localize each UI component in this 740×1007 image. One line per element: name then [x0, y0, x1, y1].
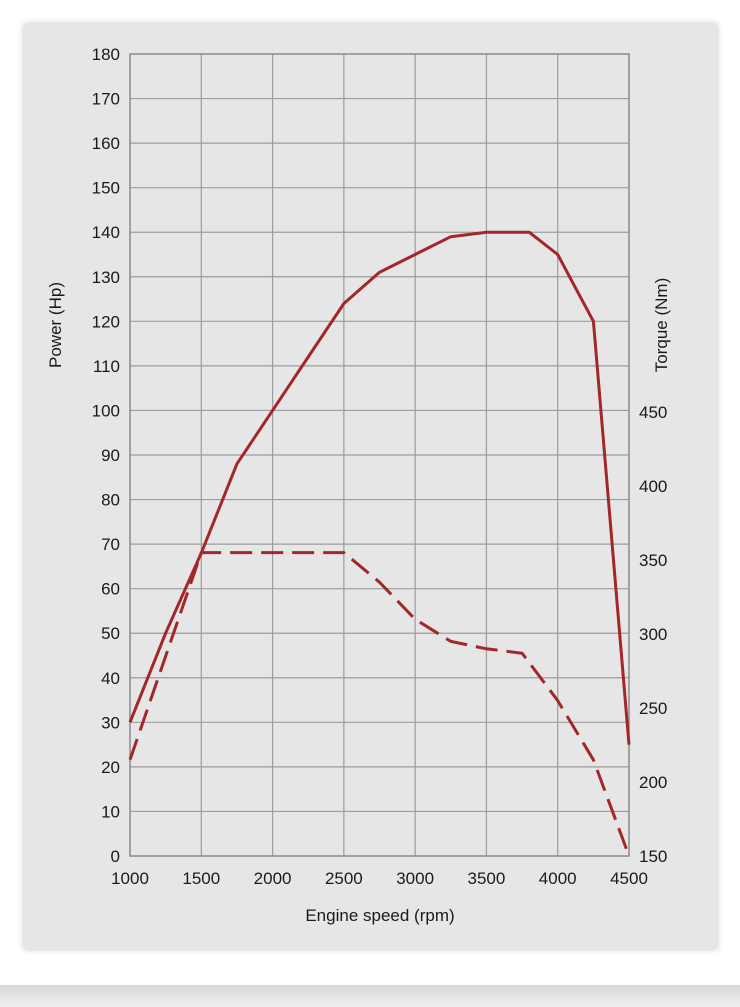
y-tick-label: 140: [92, 223, 120, 242]
y-tick-label: 20: [101, 758, 120, 777]
y2-tick-label: 350: [639, 551, 667, 570]
y-tick-label: 90: [101, 446, 120, 465]
y-tick-label: 150: [92, 179, 120, 198]
y-tick-label: 0: [111, 847, 120, 866]
bottom-strip: [0, 985, 740, 1007]
x-tick-label: 1500: [182, 869, 220, 888]
y2-tick-label: 250: [639, 699, 667, 718]
x-tick-label: 2500: [325, 869, 363, 888]
y-tick-label: 70: [101, 535, 120, 554]
y2-tick-label: 150: [639, 847, 667, 866]
y2-tick-label: 450: [639, 403, 667, 422]
y-tick-label: 170: [92, 90, 120, 109]
y2-tick-label: 200: [639, 773, 667, 792]
x-tick-label: 1000: [111, 869, 149, 888]
y-tick-label: 80: [101, 491, 120, 510]
torque-line: [128, 551, 631, 857]
power-line: [128, 230, 631, 745]
x-tick-label: 2000: [254, 869, 292, 888]
engine-performance-chart: 0 10 20 30 40 50 60 70 80 90 100 110 120 130 140 150 160…: [46, 45, 671, 925]
x-tick-label: 3000: [396, 869, 434, 888]
y-tick-label: 10: [101, 802, 120, 821]
y-tick-label: 40: [101, 669, 120, 688]
x-tick-label: 4000: [539, 869, 577, 888]
y-tick-label: 130: [92, 268, 120, 287]
y-tick-label: 50: [101, 624, 120, 643]
y-tick-label: 60: [101, 580, 120, 599]
y-tick-label: 100: [92, 401, 120, 420]
y-tick-label: 120: [92, 312, 120, 331]
y2-tick-label: 400: [639, 477, 667, 496]
x-tick-label: 3500: [468, 869, 506, 888]
x-tick-label: 4500: [610, 869, 648, 888]
y-tick-label: 110: [93, 357, 120, 376]
y-tick-label: 180: [92, 45, 120, 64]
chart-card: 0 10 20 30 40 50 60 70 80 90 100 110 120 130 140 150 160…: [24, 24, 717, 949]
y2-axis-title-torque: Torque (Nm): [652, 278, 671, 372]
y-tick-label: 160: [92, 134, 120, 153]
x-axis-title: Engine speed (rpm): [305, 906, 454, 925]
plot-frame: [129, 53, 630, 857]
y2-tick-label: 300: [639, 625, 667, 644]
y-tick-label: 30: [101, 713, 120, 732]
y-axis-title-power: Power (Hp): [46, 282, 65, 368]
